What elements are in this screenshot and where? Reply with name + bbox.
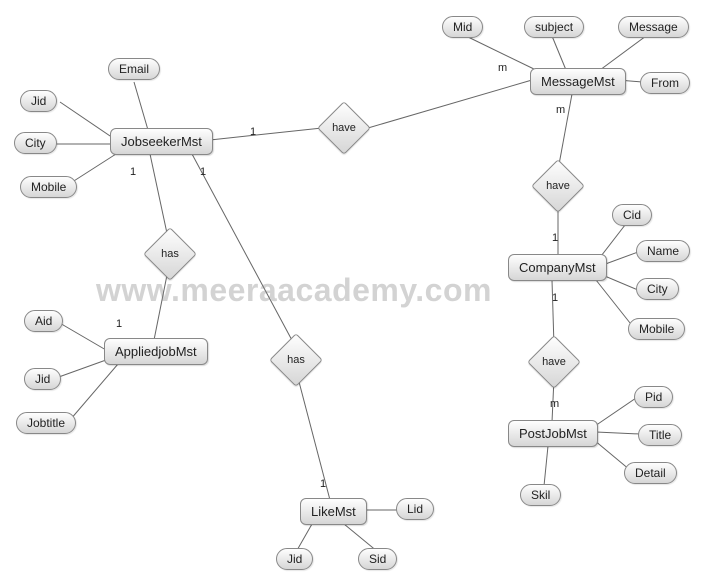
attr-like-sid: Sid xyxy=(358,548,397,570)
attr-jobseeker-mobile: Mobile xyxy=(20,176,77,198)
attr-applied-jid: Jid xyxy=(24,368,61,390)
attr-message-from: From xyxy=(640,72,690,94)
cardinality-0: 1 xyxy=(250,126,256,138)
rel-have-3: have xyxy=(528,344,580,380)
entity-jobseekermst: JobseekerMst xyxy=(110,128,213,155)
cardinality-7: 1 xyxy=(116,318,122,330)
entity-companymst: CompanyMst xyxy=(508,254,607,281)
cardinality-6: 1 xyxy=(130,166,136,178)
cardinality-8: 1 xyxy=(200,166,206,178)
attr-company-name: Name xyxy=(636,240,690,262)
attr-message-subject: subject xyxy=(524,16,584,38)
attr-jobseeker-jid: Jid xyxy=(20,90,57,112)
attr-company-cid: Cid xyxy=(612,204,652,226)
cardinality-5: m xyxy=(550,398,559,410)
attr-postjob-detail: Detail xyxy=(624,462,677,484)
cardinality-4: 1 xyxy=(552,292,558,304)
attr-applied-aid: Aid xyxy=(24,310,63,332)
attr-company-mobile: Mobile xyxy=(628,318,685,340)
entity-messagemst: MessageMst xyxy=(530,68,626,95)
entity-likemst: LikeMst xyxy=(300,498,367,525)
cardinality-1: m xyxy=(498,62,507,74)
attr-postjob-skil: Skil xyxy=(520,484,561,506)
attr-jobseeker-city: City xyxy=(14,132,57,154)
cardinality-9: 1 xyxy=(320,478,326,490)
attr-message-message: Message xyxy=(618,16,689,38)
watermark-text: www.meeraacademy.com xyxy=(96,272,492,309)
cardinality-3: 1 xyxy=(552,232,558,244)
attr-postjob-title: Title xyxy=(638,424,682,446)
attr-company-city: City xyxy=(636,278,679,300)
attr-postjob-pid: Pid xyxy=(634,386,673,408)
rel-has-2: has xyxy=(270,342,322,378)
entity-appliedjobmst: AppliedjobMst xyxy=(104,338,208,365)
attr-applied-jobtitle: Jobtitle xyxy=(16,412,76,434)
attr-message-mid: Mid xyxy=(442,16,483,38)
entity-postjobmst: PostJobMst xyxy=(508,420,598,447)
attr-like-lid: Lid xyxy=(396,498,434,520)
rel-have-2: have xyxy=(532,168,584,204)
rel-have-1: have xyxy=(318,110,370,146)
rel-has-1: has xyxy=(144,236,196,272)
attr-like-jid: Jid xyxy=(276,548,313,570)
cardinality-2: m xyxy=(556,104,565,116)
attr-jobseeker-email: Email xyxy=(108,58,160,80)
